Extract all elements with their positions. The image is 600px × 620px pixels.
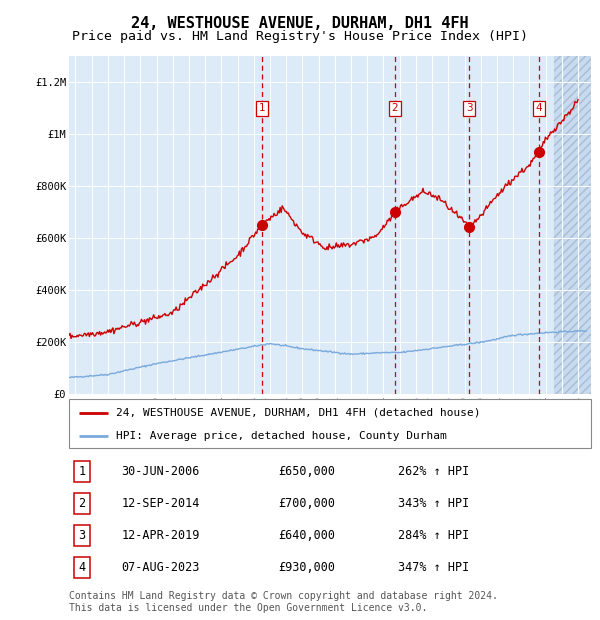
Text: 24, WESTHOUSE AVENUE, DURHAM, DH1 4FH (detached house): 24, WESTHOUSE AVENUE, DURHAM, DH1 4FH (d… [116,408,481,418]
Bar [554,56,591,394]
Text: 2: 2 [392,103,398,113]
Text: £640,000: £640,000 [278,529,335,542]
Text: £650,000: £650,000 [278,465,335,478]
Text: 1: 1 [259,103,265,113]
Text: Contains HM Land Registry data © Crown copyright and database right 2024.
This d: Contains HM Land Registry data © Crown c… [69,591,498,613]
Text: Price paid vs. HM Land Registry's House Price Index (HPI): Price paid vs. HM Land Registry's House … [72,30,528,43]
Text: 1: 1 [79,465,86,478]
Text: 12-SEP-2014: 12-SEP-2014 [121,497,200,510]
Text: 24, WESTHOUSE AVENUE, DURHAM, DH1 4FH: 24, WESTHOUSE AVENUE, DURHAM, DH1 4FH [131,16,469,30]
Text: £700,000: £700,000 [278,497,335,510]
Text: 3: 3 [466,103,472,113]
Bar [554,56,591,394]
Text: HPI: Average price, detached house, County Durham: HPI: Average price, detached house, Coun… [116,430,447,441]
Text: 347% ↑ HPI: 347% ↑ HPI [398,560,469,574]
Text: 4: 4 [79,560,86,574]
Text: 2: 2 [79,497,86,510]
Text: 3: 3 [79,529,86,542]
Text: 284% ↑ HPI: 284% ↑ HPI [398,529,469,542]
FancyBboxPatch shape [69,399,591,448]
Text: 4: 4 [536,103,542,113]
Text: 30-JUN-2006: 30-JUN-2006 [121,465,200,478]
Text: 262% ↑ HPI: 262% ↑ HPI [398,465,469,478]
Text: £930,000: £930,000 [278,560,335,574]
Text: 12-APR-2019: 12-APR-2019 [121,529,200,542]
Text: 343% ↑ HPI: 343% ↑ HPI [398,497,469,510]
Text: 07-AUG-2023: 07-AUG-2023 [121,560,200,574]
